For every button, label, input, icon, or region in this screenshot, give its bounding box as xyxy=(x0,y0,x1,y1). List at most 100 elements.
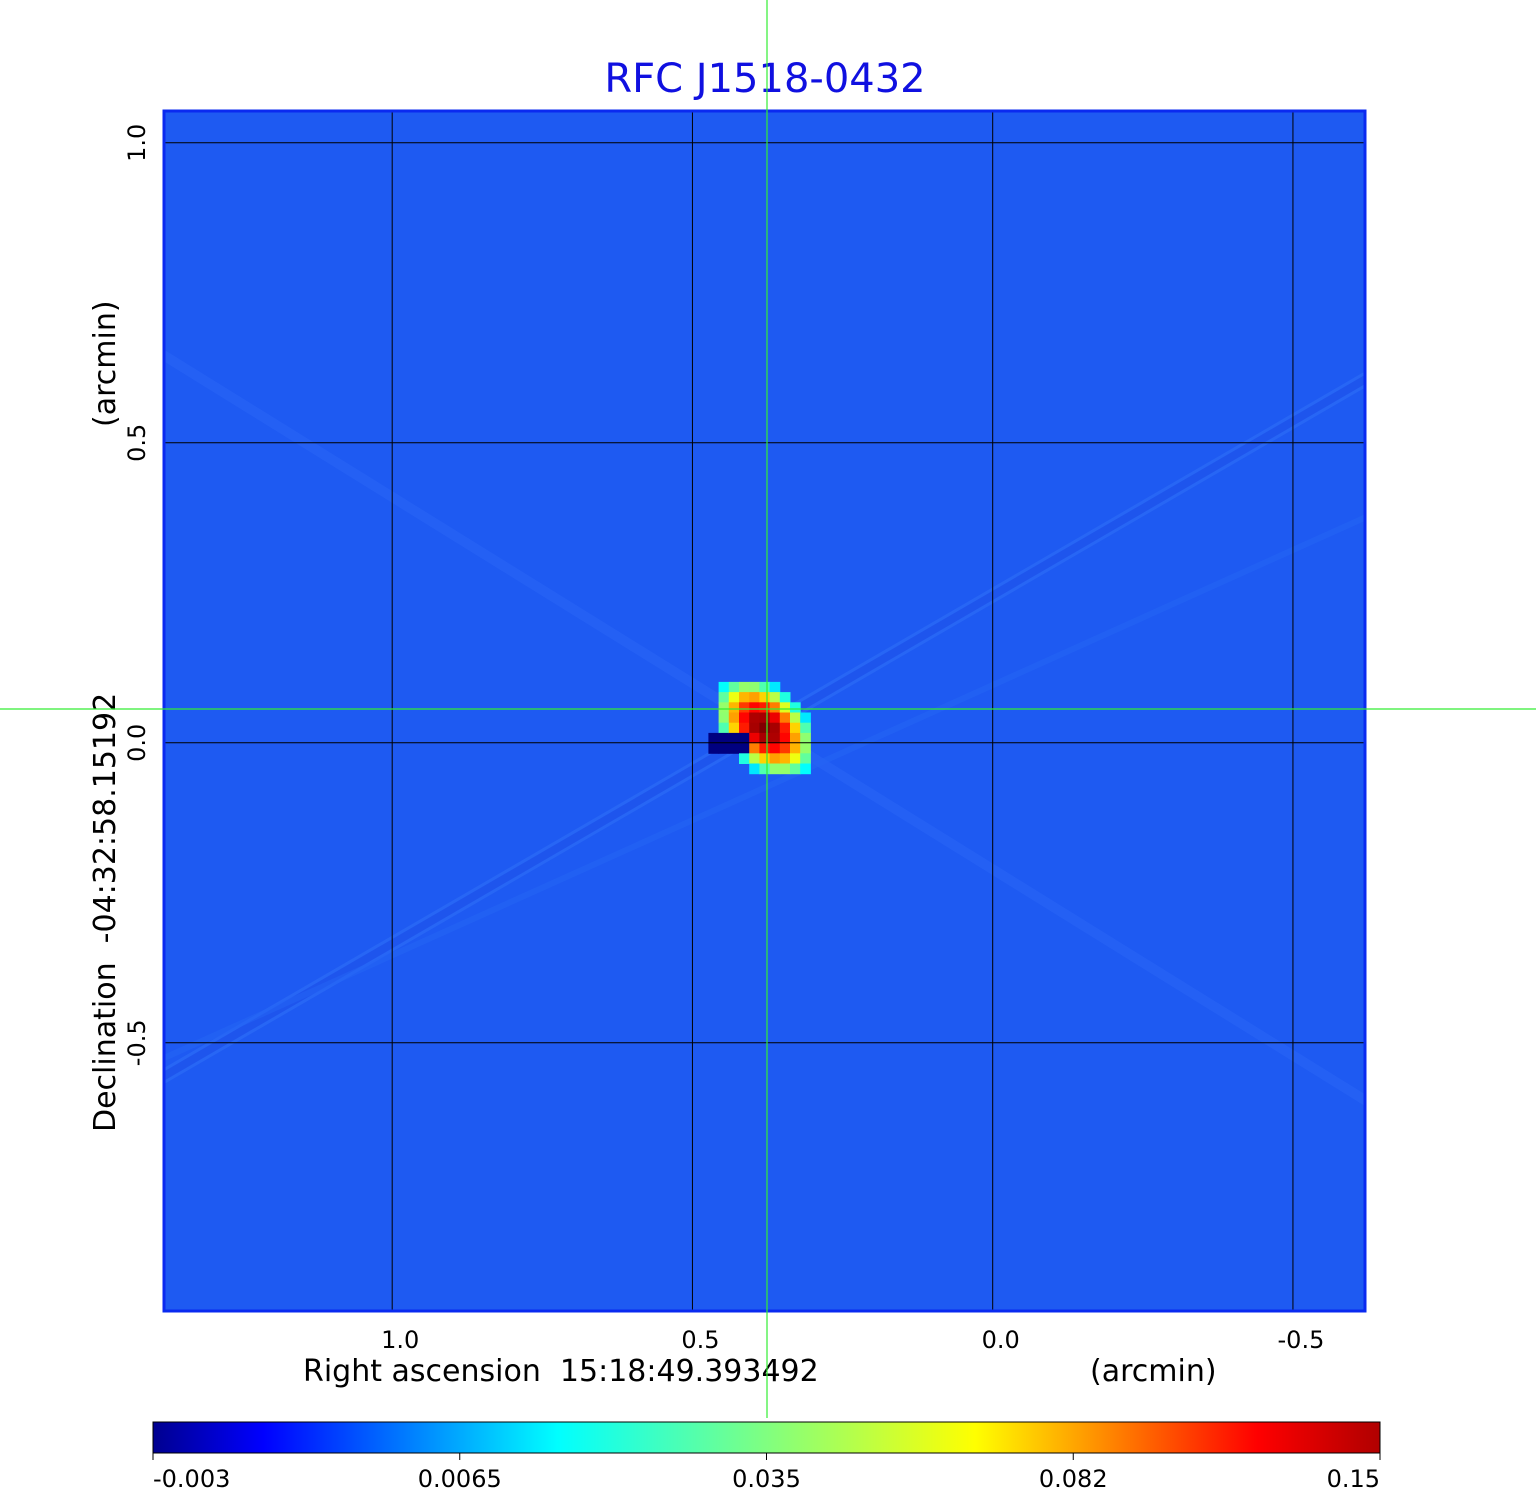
x-tick-label: -0.5 xyxy=(1278,1326,1325,1354)
source-pixel xyxy=(749,743,760,754)
source-pixel xyxy=(718,743,730,754)
source-pixel xyxy=(779,763,791,775)
source-pixel xyxy=(800,753,811,764)
source-pixel xyxy=(739,702,750,713)
source-pixel xyxy=(779,753,791,764)
source-pixel xyxy=(749,763,760,775)
source-pixel xyxy=(739,681,750,693)
plot-area xyxy=(164,111,1365,1311)
source-pixel xyxy=(739,722,750,734)
x-axis-label: Right ascension 15:18:49.393492 xyxy=(303,1354,819,1389)
plot-frame xyxy=(162,109,1367,1313)
source-pixel xyxy=(749,732,760,744)
source-pixel xyxy=(800,743,811,754)
source-pixel xyxy=(769,743,781,754)
source-pixel xyxy=(759,743,771,754)
source-pixel xyxy=(728,681,740,693)
source-pixel xyxy=(749,722,760,734)
source-pixel xyxy=(739,712,750,724)
sidelobe-streak xyxy=(164,514,1365,1062)
source-pixel xyxy=(769,763,781,775)
source-pixel xyxy=(759,753,771,764)
source-pixel xyxy=(769,722,781,734)
source-pixel xyxy=(739,692,750,703)
source-pixel xyxy=(718,692,730,703)
source-pixel xyxy=(759,722,771,734)
source-pixel xyxy=(718,681,730,693)
source-pixel xyxy=(779,743,791,754)
source-pixel xyxy=(708,732,720,744)
source-pixel xyxy=(739,743,750,754)
source-pixel xyxy=(790,702,801,713)
source-pixel xyxy=(790,722,801,734)
colorbar-tick-label: 0.0065 xyxy=(418,1465,502,1493)
source-pixel xyxy=(790,753,801,764)
y-ticks: 1.0 0.5 0.0 -0.5 xyxy=(123,124,151,1067)
source-pixel xyxy=(779,702,791,713)
source-pixel xyxy=(759,763,771,775)
x-tick-label: 1.0 xyxy=(381,1326,419,1354)
source-pixel xyxy=(718,702,730,713)
source-pixels xyxy=(708,681,811,775)
source-pixel xyxy=(718,712,730,724)
source-pixel xyxy=(800,763,811,775)
source-pixel xyxy=(728,732,740,744)
x-ticks: 1.0 0.5 0.0 -0.5 xyxy=(381,1326,1324,1354)
source-pixel xyxy=(800,722,811,734)
source-pixel xyxy=(759,692,771,703)
source-pixel xyxy=(749,692,760,703)
y-tick-label: 0.5 xyxy=(123,424,151,462)
grid-lines xyxy=(164,111,1365,1311)
source-pixel xyxy=(759,681,771,693)
source-pixel xyxy=(790,712,801,724)
source-pixel xyxy=(728,712,740,724)
source-pixel xyxy=(790,732,801,744)
source-pixel xyxy=(779,722,791,734)
x-axis-unit: (arcmin) xyxy=(1090,1354,1217,1389)
source-pixel xyxy=(779,692,791,703)
chart-title: RFC J1518-0432 xyxy=(604,56,925,102)
colorbar xyxy=(152,1421,1381,1454)
source-pixel xyxy=(739,753,750,764)
source-pixel xyxy=(769,732,781,744)
source-pixel xyxy=(708,743,720,754)
y-tick-label: 0.0 xyxy=(123,724,151,762)
colorbar-tick-label: -0.003 xyxy=(153,1465,230,1493)
source-pixel xyxy=(728,702,740,713)
colorbar-tick-label: 0.035 xyxy=(732,1465,801,1493)
source-pixel xyxy=(769,681,781,693)
source-pixel xyxy=(728,722,740,734)
colorbar-tick-label: 0.082 xyxy=(1039,1465,1108,1493)
y-tick-label: 1.0 xyxy=(123,124,151,162)
source-pixel xyxy=(769,712,781,724)
source-pixel xyxy=(779,732,791,744)
source-pixel xyxy=(779,712,791,724)
source-pixel xyxy=(790,763,801,775)
source-pixel xyxy=(800,712,811,724)
source-pixel xyxy=(769,753,781,764)
y-axis-unit: (arcmin) xyxy=(88,300,123,427)
source-pixel xyxy=(718,722,730,734)
source-pixel xyxy=(800,732,811,744)
source-pixel xyxy=(728,692,740,703)
source-pixel xyxy=(749,712,760,724)
y-tick-label: -0.5 xyxy=(123,1019,151,1066)
y-axis-label: Declination -04:32:58.15192 xyxy=(88,693,123,1132)
source-pixel xyxy=(769,702,781,713)
source-pixel xyxy=(769,692,781,703)
source-pixel xyxy=(759,712,771,724)
source-pixel xyxy=(739,732,750,744)
x-tick-label: 0.5 xyxy=(681,1326,719,1354)
source-pixel xyxy=(759,702,771,713)
source-pixel xyxy=(718,732,730,744)
source-pixel xyxy=(749,681,760,693)
source-pixel xyxy=(749,702,760,713)
colorbar-tick-label: 0.15 xyxy=(1327,1465,1380,1493)
source-pixel xyxy=(759,732,771,744)
source-pixel xyxy=(749,753,760,764)
colorbar-ticks: -0.003 0.0065 0.035 0.082 0.15 xyxy=(152,1453,1381,1493)
source-pixel xyxy=(790,743,801,754)
source-pixel xyxy=(728,743,740,754)
x-tick-label: 0.0 xyxy=(982,1326,1020,1354)
